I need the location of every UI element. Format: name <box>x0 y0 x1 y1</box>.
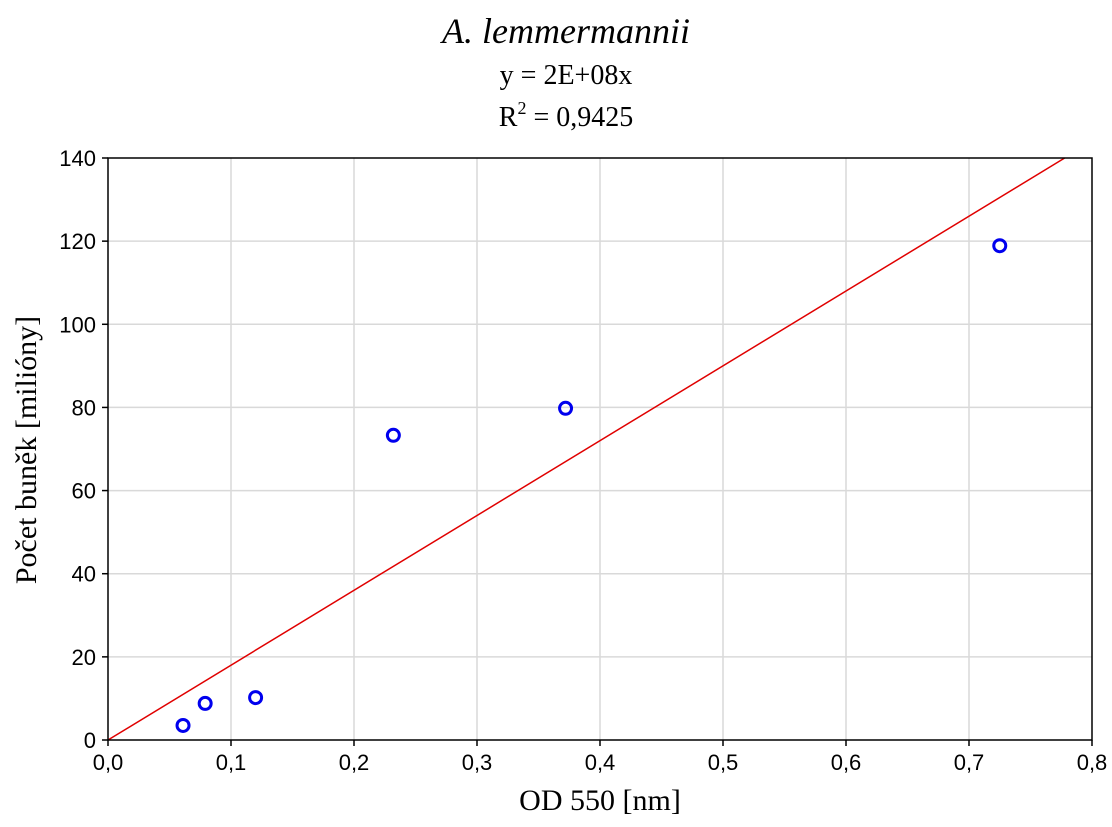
y-tick-label: 20 <box>72 645 96 670</box>
r-squared-superscript: 2 <box>517 98 526 118</box>
data-points <box>175 238 1008 733</box>
y-tick-label: 40 <box>72 562 96 587</box>
trendline-equation: y = 2E+08x <box>500 60 633 91</box>
x-tick-label: 0,5 <box>708 750 739 775</box>
x-tick-label: 0,6 <box>831 750 862 775</box>
chart-title: A. lemmermannii <box>440 11 690 51</box>
y-tick-label: 60 <box>72 479 96 504</box>
grid <box>108 158 1092 740</box>
trendline <box>107 157 1066 741</box>
data-point <box>175 717 191 733</box>
r-squared: R2 = 0,9425 <box>499 98 633 133</box>
data-point <box>248 690 264 706</box>
trendline-group <box>107 157 1066 741</box>
x-tick-label: 0,3 <box>462 750 493 775</box>
data-point <box>558 400 574 416</box>
x-axis-label: OD 550 [nm] <box>519 784 681 817</box>
y-tick-label: 140 <box>59 146 96 171</box>
y-tick-label: 80 <box>72 395 96 420</box>
y-tick-label: 100 <box>59 312 96 337</box>
data-point <box>992 238 1008 254</box>
r-squared-value: = 0,9425 <box>526 102 633 133</box>
y-axis-label: Počet buněk [milióny] <box>10 316 43 584</box>
data-point <box>385 427 401 443</box>
ticks: 0,0 0,1 0,2 0,3 0,4 0,5 0,6 0,7 0,8 0 20 40 60 80 100 1… <box>59 146 1107 775</box>
x-tick-label: 0,7 <box>954 750 985 775</box>
x-tick-label: 0,2 <box>339 750 370 775</box>
x-tick-label: 0,4 <box>585 750 616 775</box>
x-tick-label: 0,8 <box>1077 750 1108 775</box>
r-squared-prefix: R <box>499 102 518 133</box>
x-tick-label: 0,1 <box>216 750 247 775</box>
y-tick-label: 120 <box>59 229 96 254</box>
x-tick-label: 0,0 <box>93 750 124 775</box>
data-point <box>197 695 213 711</box>
y-tick-label: 0 <box>84 728 96 753</box>
